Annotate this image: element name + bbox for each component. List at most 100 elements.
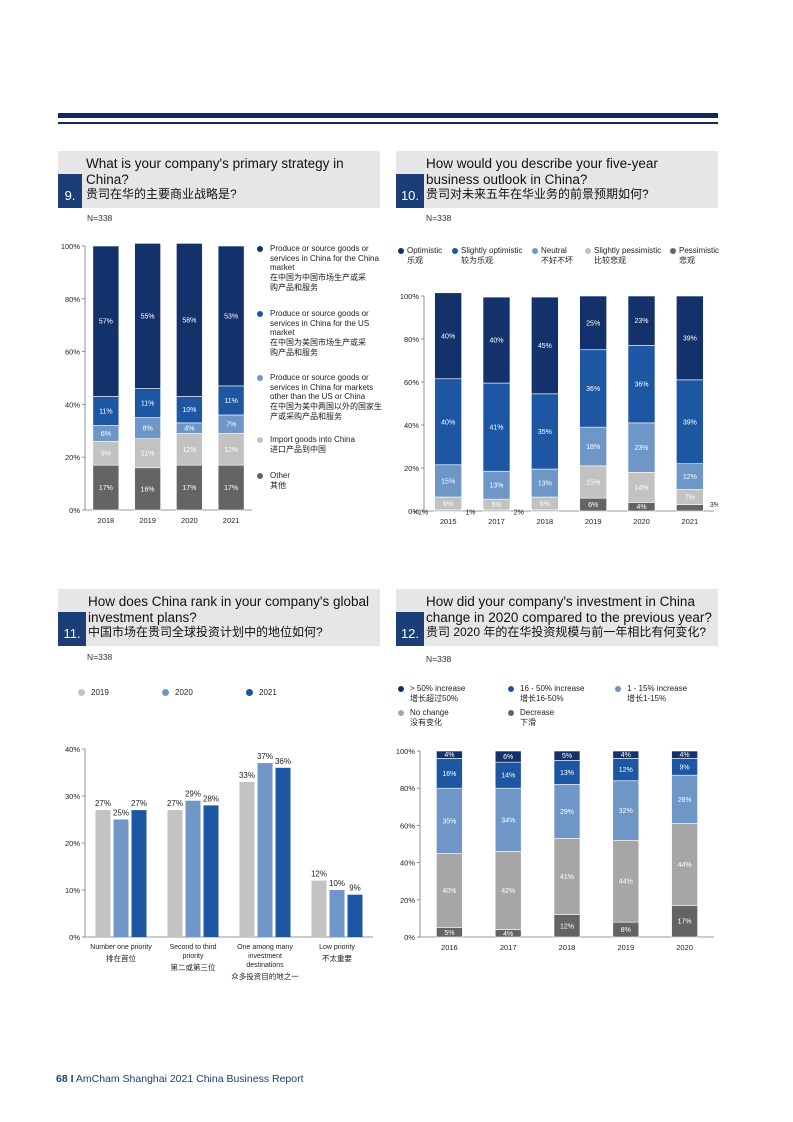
bar-segment xyxy=(217,433,245,466)
bar-segment xyxy=(434,378,462,466)
bar-segment xyxy=(134,388,161,418)
bar-label: 6% xyxy=(503,754,513,761)
q12-chart: 0% 20% 40% 60% 80% 100% 5% 40% 35% 16% 4% 2016 4% 42%… xyxy=(396,747,714,952)
bar-segment xyxy=(92,245,120,397)
bar-label: 27% xyxy=(95,799,111,808)
bar-label: 26% xyxy=(678,797,692,804)
bar-label: 14% xyxy=(634,485,648,492)
bar-label: 6% xyxy=(443,501,453,508)
q9-legend-cn: 其他 xyxy=(270,481,286,490)
bar-label: 10% xyxy=(329,879,345,888)
bar-label: 4% xyxy=(503,931,513,938)
bar-label: 11% xyxy=(141,451,155,458)
bar-segment xyxy=(134,467,161,511)
x-tick-label: 2018 xyxy=(98,516,115,525)
bar xyxy=(347,894,363,937)
q11-legend-en: 2020 xyxy=(175,688,193,697)
bar-segment xyxy=(217,464,245,511)
bar-label: 37% xyxy=(257,752,273,761)
x-category-label-en: Low priority xyxy=(319,944,355,951)
x-category-label-cn: 第二或第三位 xyxy=(171,962,216,972)
x-tick-label: 2019 xyxy=(617,943,634,952)
q12-title-box: 12. How did your company's investment in… xyxy=(396,589,718,646)
bar-label: 11% xyxy=(224,398,238,405)
q11-number: 11. xyxy=(58,612,86,646)
bar-segment xyxy=(676,463,704,490)
bar-segment xyxy=(553,760,581,785)
bar-segment xyxy=(134,438,161,469)
bar-label: 39% xyxy=(683,335,697,342)
bar-segment xyxy=(436,853,463,929)
bar-label: 13% xyxy=(560,770,574,777)
bar-label: 4% xyxy=(184,426,194,433)
y-tick-label: 100% xyxy=(400,292,420,301)
bar-segment xyxy=(494,787,522,852)
bar xyxy=(239,781,255,937)
q10-legend-cn: 悲观 xyxy=(679,256,695,265)
q12-legend-cn: 没有变化 xyxy=(410,718,442,727)
bar-label: 5% xyxy=(491,502,501,509)
bar-label: 28% xyxy=(203,794,219,803)
header-rule-thin xyxy=(58,122,718,124)
y-tick-label: 20% xyxy=(65,453,80,462)
q9-title-en: What is your company's primary strategy … xyxy=(86,156,344,187)
y-tick-label: 100% xyxy=(396,747,416,756)
q11-legend: 2019 2020 2021 xyxy=(78,688,298,700)
q11-legend-swatch xyxy=(162,689,169,696)
q10-number: 10. xyxy=(396,174,424,208)
x-tick-label: 2021 xyxy=(223,516,240,525)
y-tick-label: 20% xyxy=(404,464,419,473)
q11-chart: 0%10%20%30%40%27%25%27%Number one priori… xyxy=(65,745,373,981)
x-category-label-en: priority xyxy=(182,953,204,960)
q11-title-en: How does China rank in your company's gl… xyxy=(88,594,369,625)
q10-title-cn: 贵司对未来五年在华业务的前景预期如何? xyxy=(426,187,649,201)
bar-segment xyxy=(612,750,640,759)
bar xyxy=(95,810,111,937)
bar-label: 4% xyxy=(444,752,454,759)
bar-segment xyxy=(494,761,522,789)
bar-label: 17% xyxy=(224,485,238,492)
y-tick-label: 0% xyxy=(404,933,415,942)
bar-label: 13% xyxy=(538,481,552,488)
q10-legend-cn: 比较悲观 xyxy=(594,256,626,265)
bar-label: <1% xyxy=(414,509,428,516)
q11-title-cn: 中国市场在贵司全球投资计划中的地位如何? xyxy=(88,625,323,639)
bar xyxy=(257,763,273,937)
x-tick-label: 2017 xyxy=(500,943,517,952)
q9-legend-cn: 在中国为美国市场生产或采购产品和服务 xyxy=(270,338,366,357)
footer-separator: I xyxy=(70,1073,74,1085)
bar-label: 44% xyxy=(619,879,633,886)
bar-segment xyxy=(671,750,698,759)
bar-label: 40% xyxy=(441,419,455,426)
bar-label: 3% xyxy=(710,502,718,509)
x-tick-label: 2016 xyxy=(441,943,458,952)
q10-legend: Optimistic 乐观 Slightly optimistic 较为乐观 N… xyxy=(398,246,719,270)
q12-legend-cn: 增长超过50% xyxy=(410,694,459,703)
bar-label: 23% xyxy=(634,445,648,452)
bar-segment xyxy=(531,296,559,395)
bar-segment xyxy=(627,345,656,424)
q12-legend-en: 1 - 15% increase xyxy=(627,684,688,693)
q12-legend-cn: 增长16-50% xyxy=(520,694,564,703)
bar-label: 12% xyxy=(224,447,238,454)
q10-legend-swatch xyxy=(398,248,404,254)
bar-label: 18% xyxy=(586,444,600,451)
x-category-label-en: Number one priority xyxy=(90,944,152,951)
q12-title-en: How did your company's investment in Chi… xyxy=(426,594,712,625)
y-tick-label: 0% xyxy=(69,506,80,515)
q10-legend-en: Slightly pessimistic xyxy=(594,246,662,255)
x-tick-label: 2018 xyxy=(536,517,553,526)
bar-segment xyxy=(494,851,522,930)
q11-legend-swatch xyxy=(78,689,85,696)
bar-segment xyxy=(579,295,607,351)
bar-label: 40% xyxy=(441,333,455,340)
q9-legend-swatch xyxy=(257,375,263,381)
bar-label: 53% xyxy=(224,313,238,320)
bar-segment xyxy=(671,774,698,824)
bar xyxy=(275,767,291,937)
bar-segment xyxy=(553,750,581,761)
q12-legend-swatch xyxy=(508,710,514,716)
x-category-label-cn: 不太重要 xyxy=(322,953,352,963)
y-tick-label: 80% xyxy=(404,335,419,344)
bar-segment xyxy=(676,295,704,381)
